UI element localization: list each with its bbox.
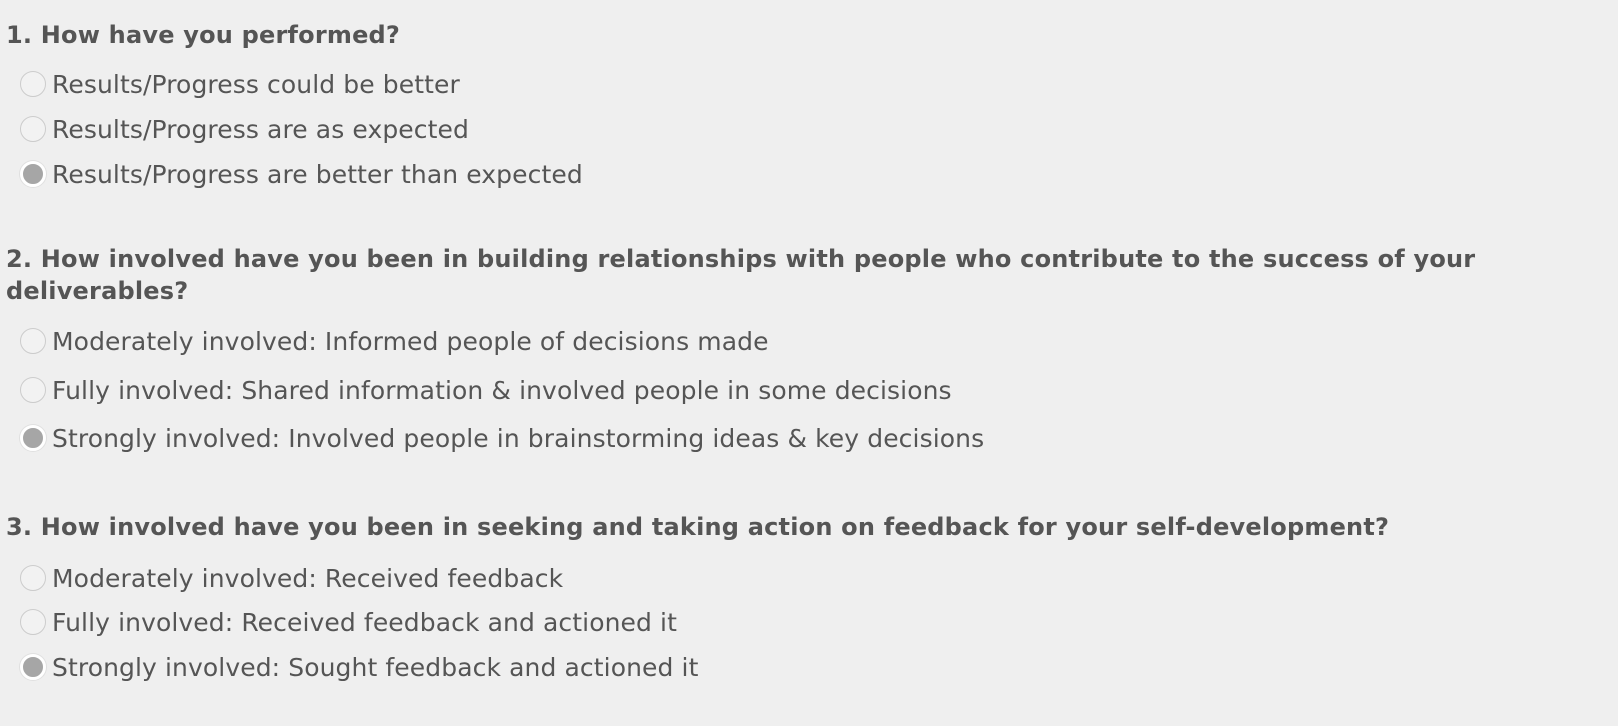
question-3-option-1[interactable]: Moderately involved: Received feedback: [20, 561, 563, 595]
option-label: Fully involved: Shared information & inv…: [52, 375, 952, 405]
radio-button-unselected[interactable]: [20, 609, 46, 635]
question-1-option-2[interactable]: Results/Progress are as expected: [20, 112, 469, 146]
radio-button-unselected[interactable]: [20, 71, 46, 97]
question-3-option-3[interactable]: Strongly involved: Sought feedback and a…: [20, 650, 698, 684]
radio-button-selected[interactable]: [20, 161, 46, 187]
option-label: Results/Progress are as expected: [52, 114, 469, 144]
question-3-title: 3. How involved have you been in seeking…: [6, 513, 1390, 541]
option-label: Moderately involved: Received feedback: [52, 563, 564, 593]
question-1-option-1[interactable]: Results/Progress could be better: [20, 67, 460, 101]
radio-button-unselected[interactable]: [20, 328, 46, 354]
radio-button-unselected[interactable]: [20, 116, 46, 142]
question-3-option-2[interactable]: Fully involved: Received feedback and ac…: [20, 605, 677, 639]
question-2-option-1[interactable]: Moderately involved: Informed people of …: [20, 324, 769, 358]
radio-button-unselected[interactable]: [20, 377, 46, 403]
option-label: Strongly involved: Sought feedback and a…: [52, 652, 699, 682]
option-label: Results/Progress are better than expecte…: [52, 159, 583, 189]
question-1-option-3[interactable]: Results/Progress are better than expecte…: [20, 157, 583, 191]
option-label: Moderately involved: Informed people of …: [52, 326, 769, 356]
option-label: Results/Progress could be better: [52, 69, 460, 99]
option-label: Strongly involved: Involved people in br…: [52, 423, 985, 453]
radio-button-unselected[interactable]: [20, 565, 46, 591]
question-1-title: 1. How have you performed?: [6, 21, 401, 49]
question-2-option-3[interactable]: Strongly involved: Involved people in br…: [20, 421, 984, 455]
question-2-title: 2. How involved have you been in buildin…: [6, 245, 1476, 305]
radio-button-selected[interactable]: [20, 654, 46, 680]
option-label: Fully involved: Received feedback and ac…: [52, 607, 677, 637]
radio-button-selected[interactable]: [20, 425, 46, 451]
question-2-option-2[interactable]: Fully involved: Shared information & inv…: [20, 373, 952, 407]
